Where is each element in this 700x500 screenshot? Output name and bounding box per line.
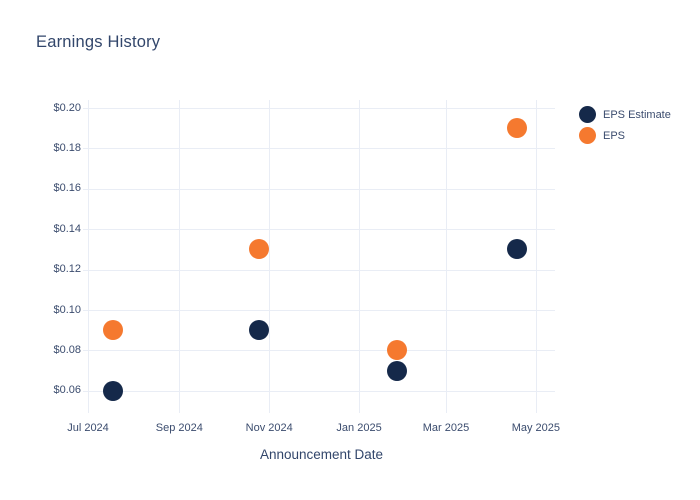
data-point-eps-0[interactable]: [103, 320, 124, 341]
x-tick: [359, 407, 361, 413]
x-tick: [535, 407, 537, 413]
eps-estimate-marker-icon: [579, 106, 596, 123]
v-gridline: [535, 100, 537, 407]
v-gridline: [359, 100, 361, 407]
h-gridline: [88, 108, 555, 110]
h-gridline: [88, 148, 555, 150]
x-tick-label: Jul 2024: [67, 422, 109, 434]
h-gridline: [88, 390, 555, 392]
eps-marker-icon: [579, 127, 596, 144]
y-tick-label: $0.10: [53, 303, 81, 316]
y-tick: [83, 390, 88, 392]
y-tick: [83, 108, 88, 110]
y-tick: [83, 148, 88, 150]
y-tick-label: $0.14: [53, 222, 81, 235]
v-gridline: [88, 100, 89, 407]
v-gridline: [445, 100, 447, 407]
y-tick: [83, 229, 88, 231]
x-axis-title: Announcement Date: [259, 447, 384, 462]
data-point-eps-2[interactable]: [387, 340, 408, 361]
h-gridline: [88, 229, 555, 231]
y-tick-label: $0.08: [53, 343, 81, 356]
y-tick-label: $0.12: [53, 263, 81, 276]
x-tick-label: May 2025: [511, 422, 560, 434]
h-gridline: [88, 269, 555, 271]
x-tick: [179, 407, 181, 413]
legend-label-eps: EPS: [603, 129, 626, 142]
x-tick-label: Nov 2024: [245, 422, 293, 434]
data-point-eps-3[interactable]: [506, 118, 527, 139]
h-gridline: [88, 310, 555, 312]
x-tick: [445, 407, 447, 413]
y-tick: [83, 188, 88, 190]
y-tick-label: $0.18: [53, 141, 81, 154]
data-point-eps-estimate-3[interactable]: [506, 239, 527, 260]
x-tick-label: Jan 2025: [336, 422, 382, 434]
data-point-eps-estimate-1[interactable]: [248, 320, 269, 341]
v-gridline: [269, 100, 271, 407]
legend-item-eps[interactable]: EPS: [579, 125, 671, 146]
data-point-eps-estimate-2[interactable]: [387, 360, 408, 381]
data-point-eps-estimate-0[interactable]: [103, 380, 124, 401]
y-tick: [83, 350, 88, 352]
chart-title: Earnings History: [36, 33, 161, 51]
y-tick: [83, 269, 88, 271]
y-tick-label: $0.06: [53, 384, 81, 397]
x-tick-label: Sep 2024: [155, 422, 203, 434]
x-tick: [269, 407, 271, 413]
x-tick-label: Mar 2025: [422, 422, 470, 434]
x-tick: [88, 407, 89, 413]
data-point-eps-1[interactable]: [248, 239, 269, 260]
y-tick-label: $0.16: [53, 182, 81, 195]
y-tick-label: $0.20: [53, 101, 81, 114]
v-gridline: [179, 100, 181, 407]
h-gridline: [88, 188, 555, 190]
legend-item-eps-estimate[interactable]: EPS Estimate: [579, 104, 671, 125]
h-gridline: [88, 350, 555, 352]
legend-label-eps-estimate: EPS Estimate: [603, 108, 671, 121]
y-tick: [83, 310, 88, 312]
legend: EPS Estimate EPS: [579, 104, 671, 146]
